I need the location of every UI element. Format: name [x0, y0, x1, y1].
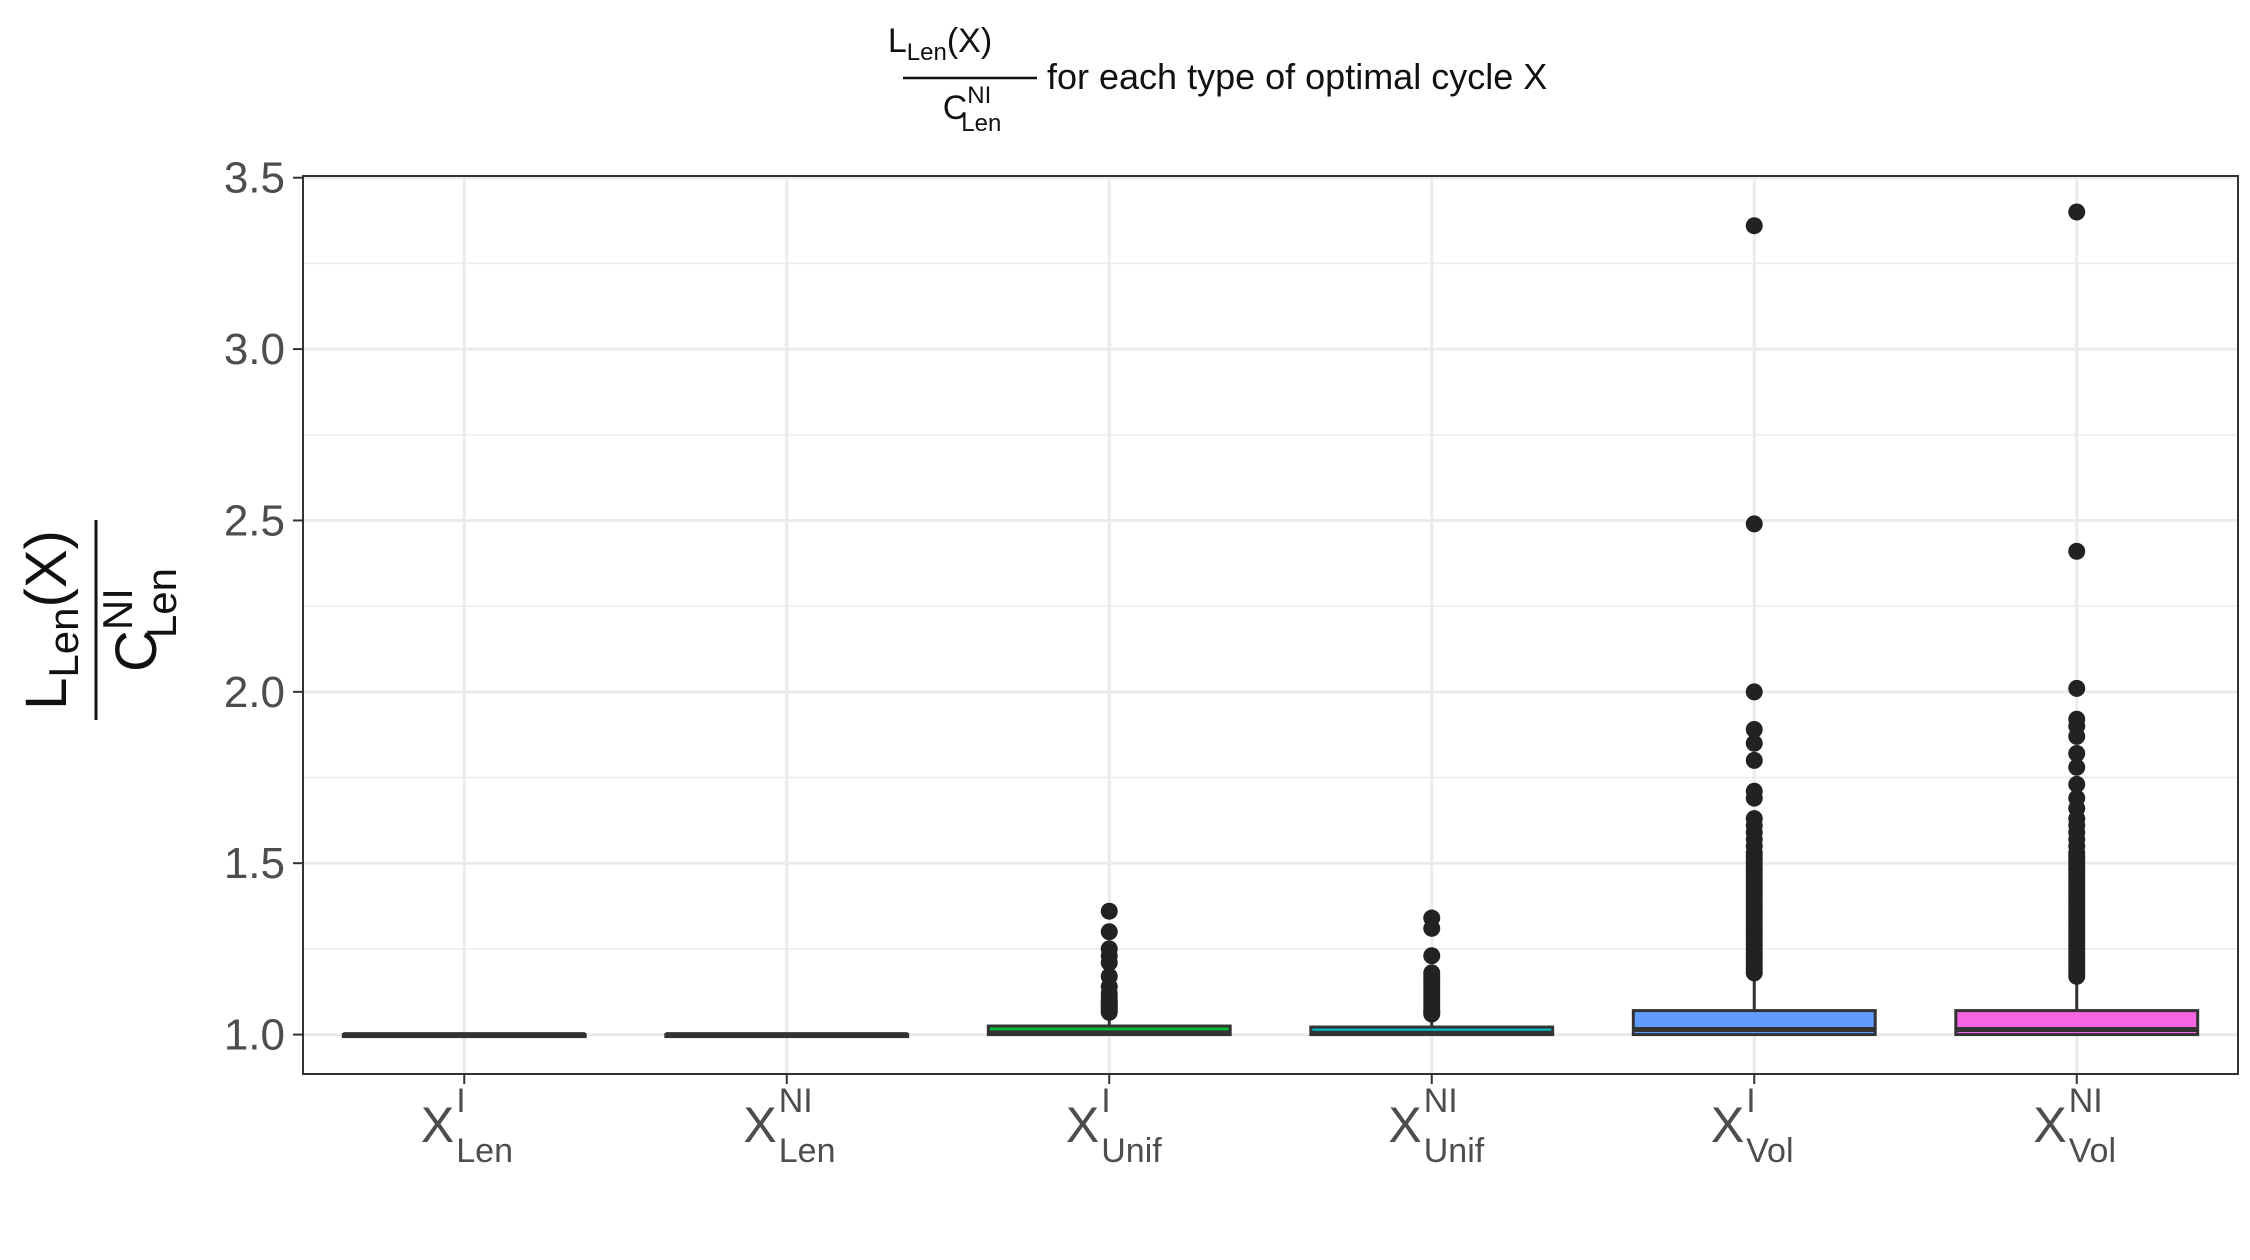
outlier-point — [1745, 515, 1763, 533]
x-tick-sub: Len — [456, 1132, 513, 1170]
y-title-den-sub: Len — [138, 568, 185, 638]
x-tick-sup: NI — [1424, 1082, 1458, 1120]
x-tick-main: X — [1388, 1097, 1421, 1153]
x-tick-sup: I — [1746, 1082, 1755, 1120]
outlier-point — [1100, 940, 1118, 958]
x-tick-sub: Len — [779, 1132, 836, 1170]
y-title-num-main: L — [14, 678, 79, 710]
title-den-sub: Len — [961, 110, 1001, 137]
outlier-point — [2068, 758, 2086, 776]
title-num-tail: (X) — [947, 22, 992, 60]
title-fraction-denominator: CNI Len — [943, 82, 1002, 137]
y-title-den-sup: NI — [94, 588, 141, 630]
x-tick-label: X NI Unif — [1388, 1082, 1484, 1170]
outlier-point — [2068, 775, 2086, 793]
x-tick-main: X — [1066, 1097, 1099, 1153]
y-title-denominator: CNILen — [94, 568, 185, 672]
x-tick-main: X — [421, 1097, 454, 1153]
panel-border — [302, 175, 2239, 1075]
outlier-point — [2068, 745, 2086, 763]
y-tick-label: 1.0 — [224, 1011, 285, 1060]
x-tick-label: X NI Len — [743, 1082, 835, 1170]
x-tick-sub: Unif — [1101, 1132, 1162, 1170]
outlier-point — [1745, 810, 1763, 828]
y-title-num-tail: (X) — [14, 530, 79, 607]
boxes — [341, 976, 2200, 1039]
box-6 — [1954, 979, 2200, 1037]
x-tick-label: X I Unif — [1066, 1082, 1162, 1170]
y-tick-label: 2.0 — [224, 668, 285, 717]
title-fraction-numerator: LLen(X) — [888, 22, 992, 66]
x-tick-sub: Vol — [1746, 1132, 1793, 1170]
outlier-point — [2068, 542, 2086, 560]
x-tick-sub: Unif — [1424, 1132, 1485, 1170]
title-text: for each type of optimal cycle X — [1047, 56, 1547, 97]
x-tick-main: X — [743, 1097, 776, 1153]
title-num-sub: Len — [907, 39, 947, 66]
chart-title: LLen(X) CNI Len for each type of optimal … — [888, 22, 1547, 137]
x-tick-label: X I Len — [421, 1082, 513, 1170]
y-title-num-sub: Len — [40, 607, 87, 677]
box-1 — [341, 1032, 587, 1039]
outlier-point — [1745, 782, 1763, 800]
outlier-point — [1745, 751, 1763, 769]
y-tick-label: 3.5 — [224, 154, 285, 203]
outlier-point — [1745, 734, 1763, 752]
x-tick-sup: I — [1101, 1082, 1110, 1120]
y-title-den-main: C — [104, 630, 169, 672]
outlier-point — [2068, 203, 2086, 221]
outlier-point — [1745, 217, 1763, 235]
x-tick-sub: Vol — [2069, 1132, 2116, 1170]
x-tick-main: X — [1711, 1097, 1744, 1153]
outlier-point — [1745, 683, 1763, 701]
outlier-point — [2068, 679, 2086, 697]
outlier-point — [1423, 909, 1441, 927]
x-tick-label: X NI Vol — [2033, 1082, 2116, 1170]
title-den-main: C — [943, 89, 968, 127]
y-tick-label: 2.5 — [224, 496, 285, 545]
y-tick-label: 1.5 — [224, 839, 285, 888]
grid-lines — [303, 176, 2238, 1074]
outlier-point — [1100, 902, 1118, 920]
x-tick-main: X — [2033, 1097, 2066, 1153]
y-tick-label: 3.0 — [224, 325, 285, 374]
title-den-sup: NI — [967, 82, 991, 109]
x-tick-sup: I — [456, 1082, 465, 1120]
box-3 — [986, 1014, 1232, 1037]
box-5 — [1631, 976, 1877, 1037]
outliers — [1100, 203, 2086, 1023]
box-2 — [664, 1032, 910, 1039]
x-tick-sup: NI — [2069, 1082, 2103, 1120]
outlier-point — [2068, 710, 2086, 728]
outlier-point — [1100, 967, 1118, 985]
y-title-numerator: LLen(X) — [14, 530, 87, 710]
x-tick-sup: NI — [779, 1082, 813, 1120]
title-num-main: L — [888, 22, 907, 60]
outlier-point — [1423, 947, 1441, 965]
x-tick-label: X I Vol — [1711, 1082, 1794, 1170]
outlier-point — [2068, 789, 2086, 807]
outlier-point — [1423, 964, 1441, 982]
y-axis-title: LLen(X) CNILen — [14, 520, 185, 720]
y-axis-ticks: 1.0 1.5 2.0 2.5 3.0 3.5 — [224, 154, 303, 1060]
outlier-point — [1745, 721, 1763, 739]
outlier-point — [1100, 923, 1118, 941]
